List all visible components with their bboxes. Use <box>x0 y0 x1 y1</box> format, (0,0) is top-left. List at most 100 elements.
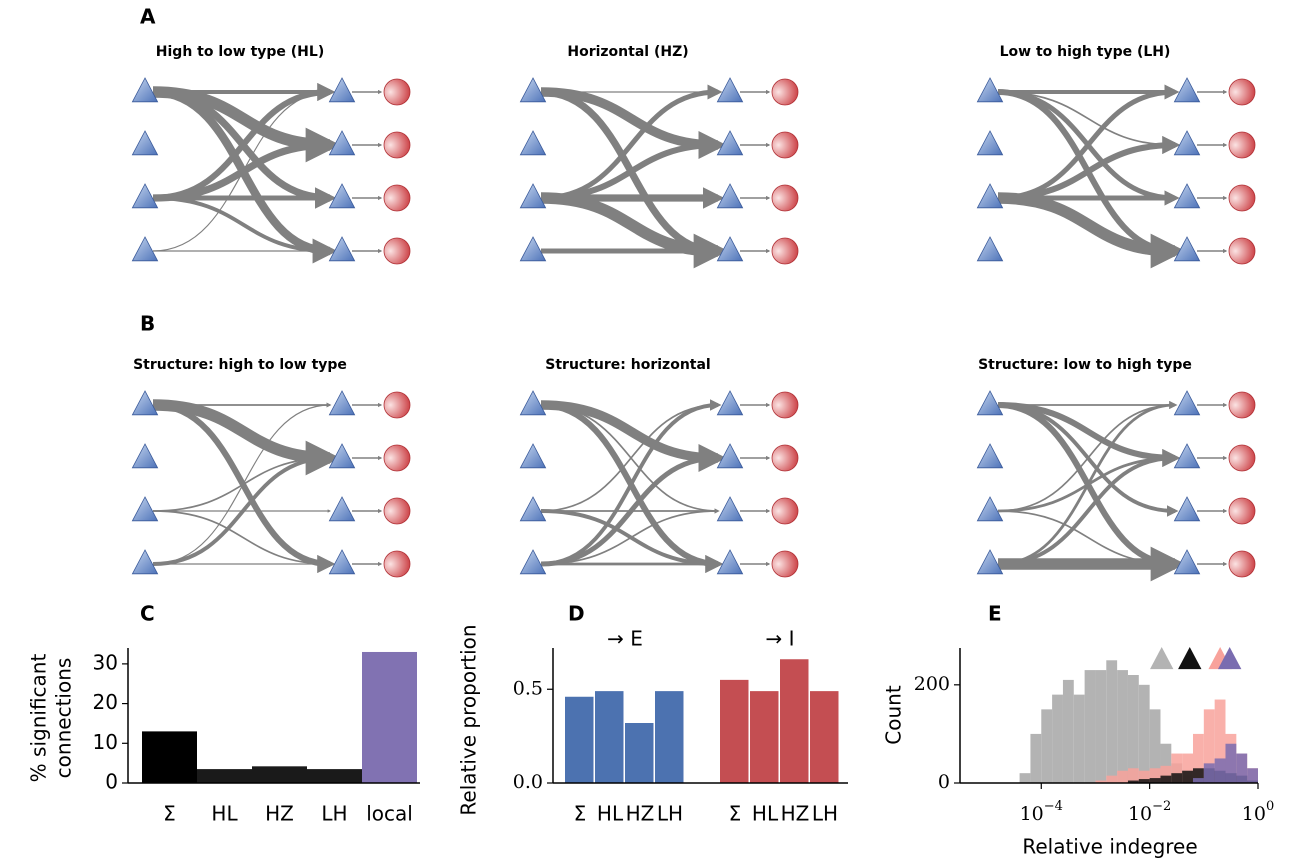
hist-bar <box>1030 733 1042 783</box>
hist-bar <box>1171 773 1183 783</box>
tick-exponent: −4 <box>1044 799 1063 814</box>
edge <box>540 135 724 202</box>
bar <box>307 769 362 783</box>
edge <box>152 455 332 512</box>
bar <box>625 723 654 783</box>
edge <box>997 135 1181 202</box>
hist-bar <box>1203 763 1215 783</box>
inhibitory-neuron <box>1228 444 1256 472</box>
inhibitory-neuron <box>771 550 799 578</box>
hist-bar <box>1127 768 1139 783</box>
edge <box>152 403 332 565</box>
edge <box>152 510 332 567</box>
edge <box>997 400 1178 566</box>
post-neuron <box>1173 77 1201 103</box>
edge <box>152 90 332 252</box>
x-tick-label: HZ <box>265 802 294 826</box>
hist-bar <box>1160 743 1172 783</box>
pre-neuron <box>976 77 1004 103</box>
edge <box>997 402 1177 512</box>
hist-bar <box>1214 699 1226 783</box>
inhibitory-neuron <box>1228 237 1256 265</box>
inhibitory-neuron <box>771 184 799 212</box>
hist-bar <box>1106 775 1118 783</box>
hist-bar <box>1095 670 1107 783</box>
panel-label: E <box>988 602 1002 626</box>
x-tick-label: HZ <box>781 802 810 826</box>
pre-neuron <box>976 496 1004 522</box>
x-tick-label: Σ <box>729 802 742 826</box>
bar <box>655 691 684 783</box>
pre-neuron <box>519 130 547 156</box>
hist-bar <box>1095 780 1107 783</box>
mean-marker <box>1150 647 1174 670</box>
pre-neuron <box>519 236 547 262</box>
x-tick-label: HL <box>597 802 624 826</box>
mean-marker <box>1178 647 1202 670</box>
post-neuron <box>328 183 356 209</box>
post-neuron <box>716 183 744 209</box>
hist-bar <box>1073 694 1085 783</box>
inhibitory-neuron <box>383 550 411 578</box>
post-neuron <box>328 443 356 469</box>
x-tick-label: Σ <box>574 802 587 826</box>
hist-bar <box>1117 670 1128 783</box>
mean-marker <box>1217 647 1242 670</box>
y-axis-label: connections <box>52 658 76 779</box>
panel-label: C <box>140 602 155 626</box>
post-neuron <box>328 549 356 575</box>
post-neuron <box>328 390 356 416</box>
pre-neuron <box>976 130 1004 156</box>
bar <box>252 766 307 783</box>
bar <box>780 659 809 783</box>
network-title: Horizontal (HZ) <box>567 44 688 60</box>
edge <box>540 400 727 473</box>
bar <box>595 691 624 783</box>
hist-bar <box>1052 694 1063 783</box>
hist-bar <box>1117 770 1128 783</box>
x-tick-label: HZ <box>626 802 655 826</box>
post-neuron <box>1173 390 1201 416</box>
inhibitory-neuron <box>771 237 799 265</box>
post-neuron <box>716 130 744 156</box>
network-title: Structure: low to high type <box>978 357 1192 373</box>
y-tick-label: 0.5 <box>513 677 543 699</box>
hist-bar <box>1225 743 1237 783</box>
network-title: Structure: high to low type <box>133 357 347 373</box>
hist-bar <box>1236 753 1248 783</box>
inhibitory-neuron <box>1228 131 1256 159</box>
x-tick-label: 10−4 <box>1020 799 1063 826</box>
x-tick-label: LH <box>657 802 683 826</box>
tick-base: 10 <box>1020 803 1044 825</box>
y-tick-label: 200 <box>914 673 950 695</box>
hist-bar <box>1041 709 1053 783</box>
pre-neuron <box>131 183 159 209</box>
edge <box>540 87 727 160</box>
y-tick-label: 20 <box>93 690 118 714</box>
hist-bar <box>1138 770 1150 783</box>
inhibitory-neuron <box>383 237 411 265</box>
inhibitory-neuron <box>383 131 411 159</box>
bar <box>810 691 839 783</box>
edge <box>997 192 1186 269</box>
tick-base: 10 <box>1128 803 1152 825</box>
x-tick-label: 100 <box>1242 799 1274 826</box>
edge <box>540 399 722 566</box>
hist-bar <box>1127 780 1139 783</box>
bar <box>750 691 779 783</box>
post-neuron <box>1173 130 1201 156</box>
group-label: → I <box>765 627 794 651</box>
pre-neuron <box>131 443 159 469</box>
inhibitory-neuron <box>1228 497 1256 525</box>
bar <box>720 679 749 783</box>
panel-label: B <box>140 312 155 336</box>
tick-exponent: 0 <box>1266 799 1274 814</box>
post-neuron <box>716 549 744 575</box>
pre-neuron <box>976 443 1004 469</box>
inhibitory-neuron <box>771 391 799 419</box>
post-neuron <box>716 443 744 469</box>
edge <box>152 196 334 257</box>
inhibitory-neuron <box>771 444 799 472</box>
edge <box>152 134 337 202</box>
